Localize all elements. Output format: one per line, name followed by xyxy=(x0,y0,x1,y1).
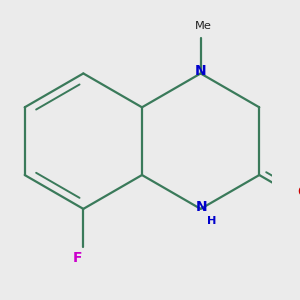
Text: F: F xyxy=(73,251,82,265)
Text: Me: Me xyxy=(195,21,212,31)
Text: N: N xyxy=(195,64,206,78)
Text: O: O xyxy=(297,185,300,200)
Text: H: H xyxy=(206,216,216,226)
Text: N: N xyxy=(196,200,208,214)
